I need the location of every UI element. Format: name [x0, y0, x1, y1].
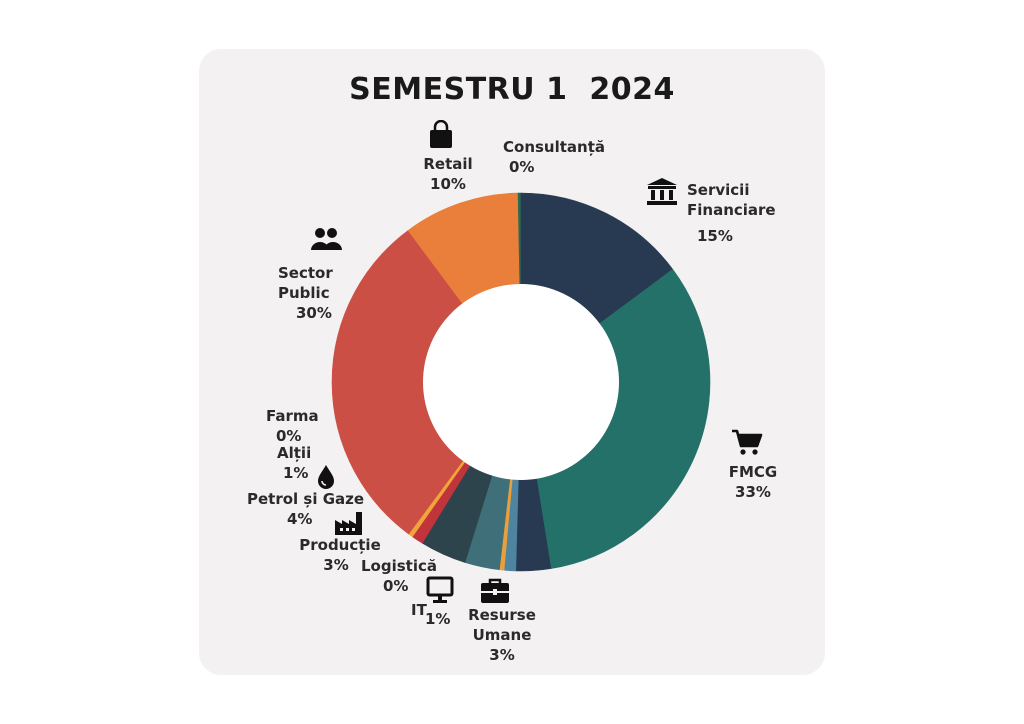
label-logistica: Logistică 0%: [361, 557, 437, 595]
oil-drop-icon: [318, 465, 334, 489]
bank-icon: [647, 178, 677, 205]
chart-title: SEMESTRU 1 2024: [349, 72, 675, 107]
monitor-icon: [426, 576, 454, 603]
donut-hole: [423, 284, 619, 480]
label-consultanta: Consultanță 0%: [503, 138, 606, 176]
label-fmcg: FMCG 33%: [728, 463, 778, 501]
label-resurse-umane: Resurse Umane 3%: [468, 606, 536, 664]
label-petrol-gaze: Petrol și Gaze 4%: [247, 490, 365, 528]
label-productie: Producție 3%: [299, 536, 381, 574]
label-altii: Alții 1%: [277, 444, 312, 482]
factory-icon: [335, 512, 362, 535]
label-farma: Farma 0%: [266, 407, 319, 445]
label-it: IT: [411, 601, 427, 619]
label-sector-public: Sector Public 30%: [278, 264, 333, 322]
label-servicii-financiare: Servicii Financiare 15%: [687, 181, 776, 245]
shopping-bag-icon: [430, 120, 452, 148]
cart-icon: [732, 429, 763, 455]
label-retail: Retail 10%: [423, 155, 473, 193]
label-it-pct: 1%: [425, 610, 451, 628]
users-icon: [311, 228, 342, 250]
briefcase-icon: [481, 578, 509, 603]
